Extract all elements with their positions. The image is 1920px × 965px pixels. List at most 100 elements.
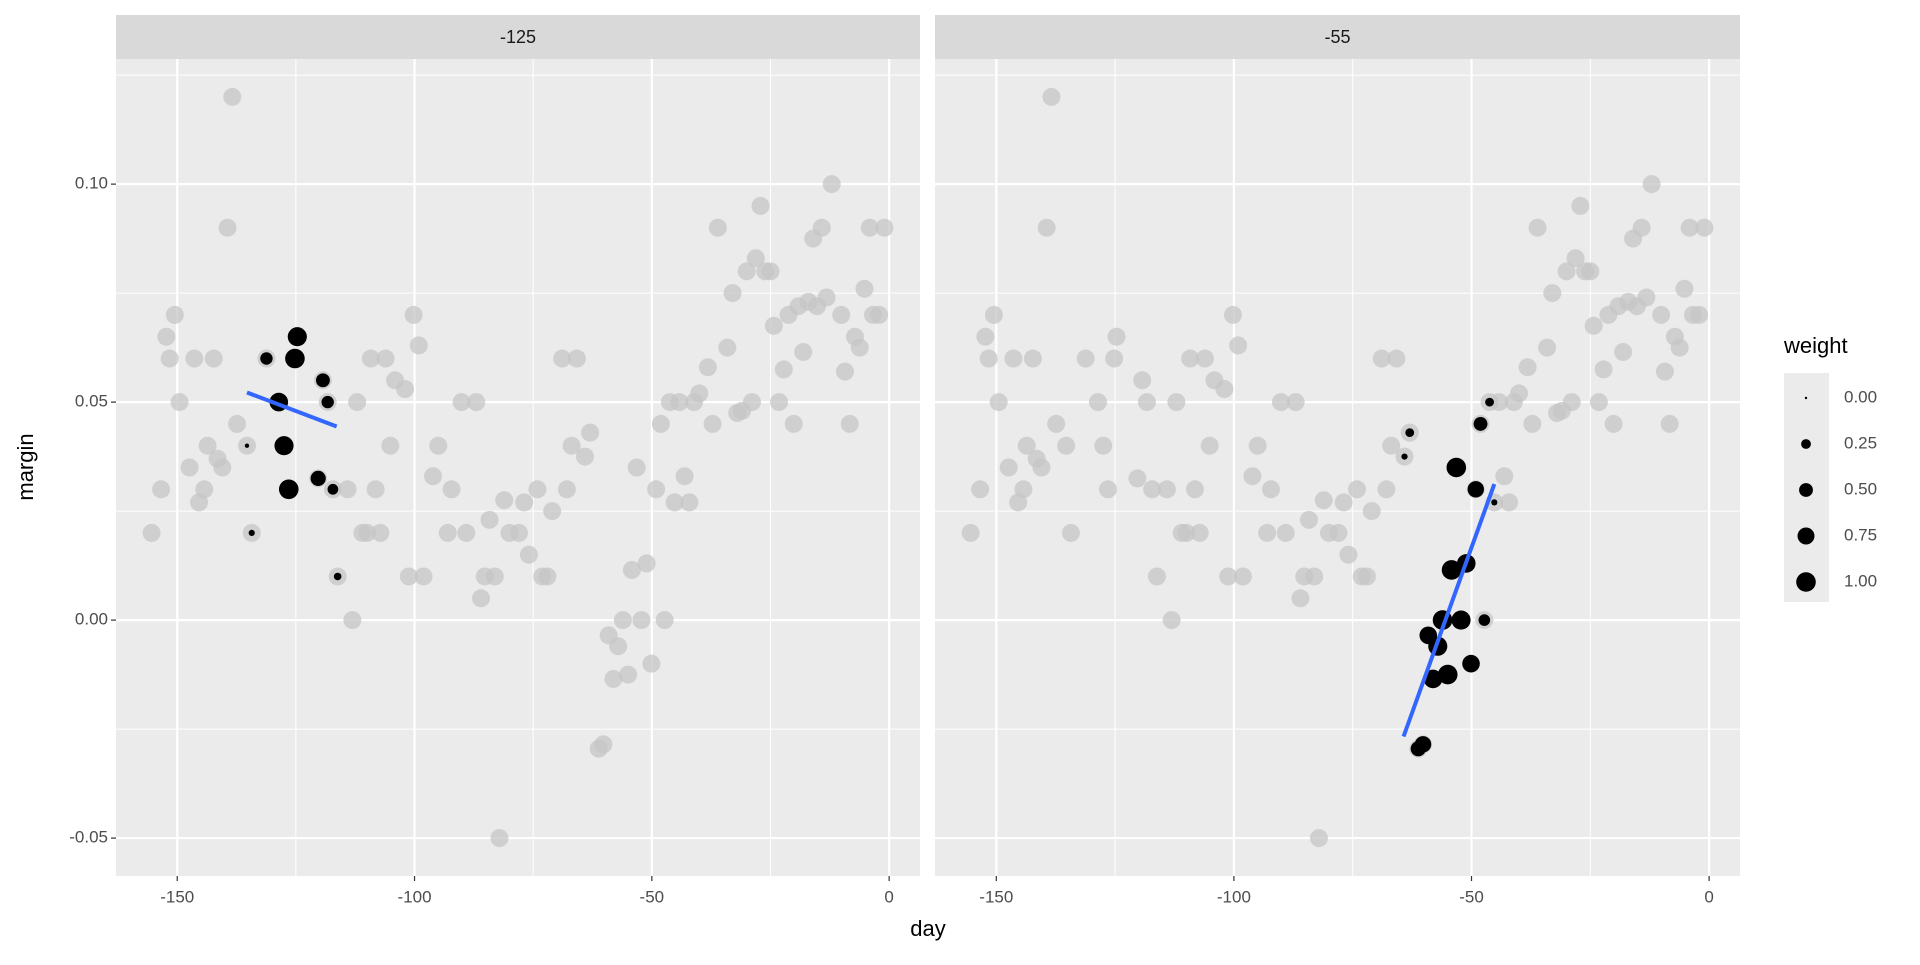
data-point bbox=[632, 611, 651, 630]
legend-label: 0.50 bbox=[1844, 479, 1877, 498]
data-point bbox=[832, 305, 851, 324]
data-point bbox=[642, 654, 661, 673]
data-point bbox=[152, 480, 171, 499]
weighted-point bbox=[1467, 481, 1484, 498]
data-point bbox=[698, 358, 717, 377]
data-point bbox=[627, 458, 646, 477]
weighted-point bbox=[327, 483, 339, 495]
data-point bbox=[485, 567, 504, 586]
data-point bbox=[218, 218, 237, 237]
strip-label: -55 bbox=[1324, 27, 1350, 47]
data-point bbox=[338, 480, 357, 499]
strip bbox=[935, 15, 1740, 59]
data-point bbox=[1362, 502, 1381, 521]
data-point bbox=[213, 458, 232, 477]
data-point bbox=[703, 414, 722, 433]
data-point bbox=[371, 523, 390, 542]
data-point bbox=[1309, 829, 1328, 848]
legend-label: 0.00 bbox=[1844, 387, 1877, 406]
data-point bbox=[1190, 523, 1209, 542]
data-point bbox=[538, 567, 557, 586]
y-tick-label: 0.10 bbox=[75, 174, 108, 193]
data-point bbox=[457, 523, 476, 542]
x-tick-label: -50 bbox=[640, 887, 665, 906]
weighted-point bbox=[1473, 416, 1488, 431]
data-point bbox=[794, 342, 813, 361]
strip-label: -125 bbox=[500, 27, 536, 47]
legend-key bbox=[1801, 439, 1811, 449]
data-point bbox=[1528, 218, 1547, 237]
panel-bg bbox=[935, 59, 1740, 876]
data-point bbox=[1566, 249, 1585, 268]
data-point bbox=[452, 393, 471, 412]
data-point bbox=[979, 349, 998, 368]
data-point bbox=[655, 611, 674, 630]
x-tick-label: -150 bbox=[979, 887, 1013, 906]
legend-label: 1.00 bbox=[1844, 571, 1877, 590]
weighted-point bbox=[244, 443, 250, 448]
data-point bbox=[1334, 493, 1353, 512]
data-point bbox=[613, 611, 632, 630]
data-point bbox=[670, 393, 689, 412]
data-point bbox=[1637, 288, 1656, 307]
weighted-point bbox=[333, 572, 342, 581]
data-point bbox=[1500, 493, 1519, 512]
data-point bbox=[1347, 480, 1366, 499]
data-point bbox=[1523, 414, 1542, 433]
data-point bbox=[1557, 262, 1576, 281]
data-point bbox=[1215, 380, 1234, 399]
data-point bbox=[509, 523, 528, 542]
data-point bbox=[381, 436, 400, 455]
data-point bbox=[976, 327, 995, 346]
weighted-point bbox=[260, 352, 273, 365]
data-point bbox=[528, 480, 547, 499]
data-point bbox=[1584, 316, 1603, 335]
data-point bbox=[1589, 393, 1608, 412]
weighted-point bbox=[1462, 654, 1480, 673]
data-point bbox=[718, 338, 737, 357]
data-point bbox=[142, 523, 161, 542]
data-point bbox=[170, 393, 189, 412]
data-point bbox=[438, 523, 457, 542]
data-point bbox=[1107, 327, 1126, 346]
data-point bbox=[1271, 393, 1290, 412]
data-point bbox=[165, 305, 184, 324]
data-point bbox=[870, 305, 889, 324]
x-tick-label: -100 bbox=[398, 887, 432, 906]
data-point bbox=[581, 423, 600, 442]
data-point bbox=[1670, 338, 1689, 357]
x-tick-label: -100 bbox=[1217, 887, 1251, 906]
data-point bbox=[961, 523, 980, 542]
data-point bbox=[1581, 262, 1600, 281]
data-point bbox=[850, 338, 869, 357]
data-point bbox=[1382, 436, 1401, 455]
weighted-point bbox=[287, 327, 307, 347]
data-point bbox=[404, 305, 423, 324]
data-point bbox=[1061, 523, 1080, 542]
data-point bbox=[1143, 480, 1162, 499]
data-point bbox=[1243, 467, 1262, 486]
data-point bbox=[1137, 393, 1156, 412]
data-point bbox=[604, 669, 623, 688]
data-point bbox=[557, 480, 576, 499]
x-tick-label: -50 bbox=[1459, 887, 1484, 906]
data-point bbox=[515, 493, 534, 512]
data-point bbox=[358, 523, 377, 542]
weighted-point bbox=[1405, 428, 1415, 438]
data-point bbox=[1195, 349, 1214, 368]
weighted-point bbox=[1478, 614, 1491, 626]
data-point bbox=[567, 349, 586, 368]
data-point bbox=[1632, 218, 1651, 237]
fit-line bbox=[1401, 483, 1497, 738]
data-point bbox=[989, 393, 1008, 412]
data-point bbox=[1042, 87, 1061, 106]
data-point bbox=[647, 480, 666, 499]
data-point bbox=[1200, 436, 1219, 455]
data-point bbox=[746, 249, 765, 268]
data-point bbox=[1258, 523, 1277, 542]
weighted-point bbox=[316, 373, 330, 388]
data-point bbox=[1157, 480, 1176, 499]
data-point bbox=[840, 414, 859, 433]
data-point bbox=[1490, 393, 1509, 412]
data-point bbox=[1680, 218, 1699, 237]
